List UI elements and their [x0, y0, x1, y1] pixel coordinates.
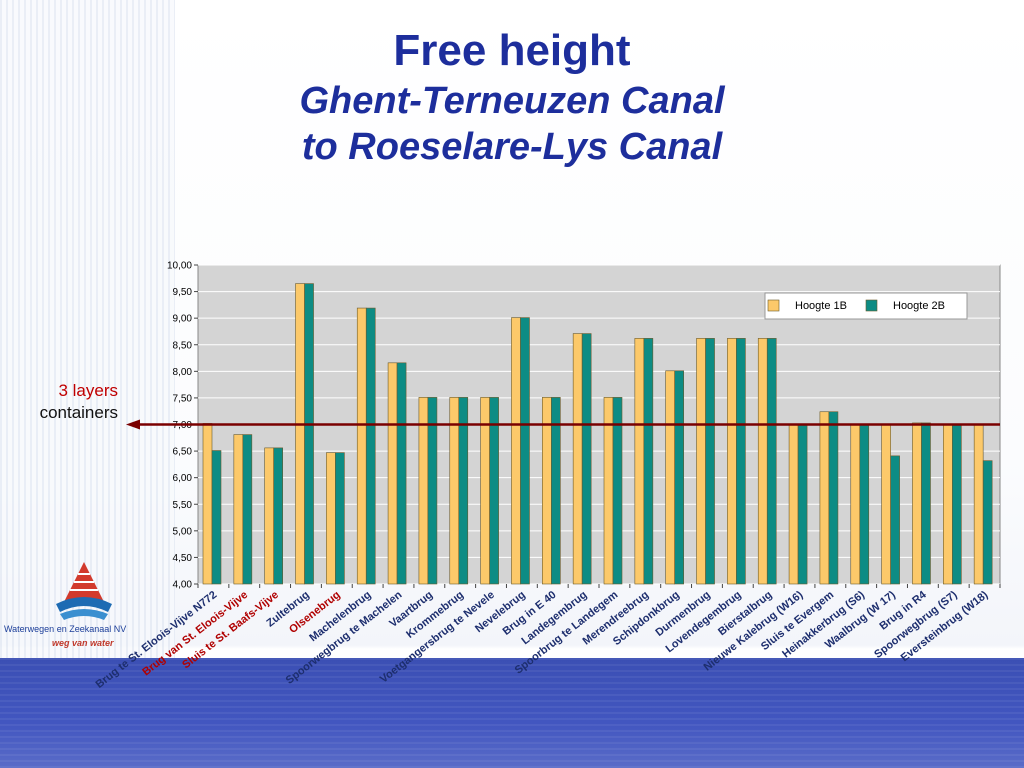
bar-hoogte-1b [202, 423, 213, 585]
bar-hoogte-2b [705, 338, 715, 585]
y-tick-label: 9,00 [173, 314, 193, 325]
logo-pyramid-icon [56, 562, 112, 620]
bar-hoogte-2b [242, 434, 253, 585]
bar-hoogte-2b [551, 397, 561, 585]
y-tick-label: 5,00 [173, 526, 193, 537]
bar-hoogte-1b [912, 422, 922, 585]
annotation-line-1: 3 layers [58, 381, 118, 400]
y-tick-label: 6,50 [173, 447, 193, 458]
bar-hoogte-1b [727, 338, 737, 585]
bar-hoogte-2b [766, 338, 777, 585]
bar-hoogte-1b [788, 423, 799, 585]
bar-hoogte-1b [850, 423, 861, 585]
bar-hoogte-1b [696, 338, 706, 585]
bar-hoogte-1b [387, 362, 398, 585]
slide-title: Free height [393, 26, 631, 75]
bar-hoogte-1b [973, 423, 984, 585]
bar-hoogte-2b [890, 455, 900, 585]
slide-title-block: Free height Ghent-Terneuzen Canal to Roe… [0, 24, 1024, 170]
bar-hoogte-1b [757, 338, 768, 585]
bar-hoogte-1b [634, 338, 645, 585]
bar-hoogte-1b [326, 452, 336, 585]
bottom-decorative-band [0, 658, 1024, 768]
annotation-line-2: containers [39, 403, 118, 422]
bar-hoogte-1b [295, 283, 305, 585]
slide-subtitle-line-1: Ghent-Terneuzen Canal [299, 80, 725, 122]
bar-hoogte-2b [612, 397, 623, 585]
legend-swatch-2b [865, 299, 878, 312]
bar-hoogte-1b [943, 423, 953, 585]
reference-line-annotation: 3 layers containers [0, 380, 118, 424]
bar-hoogte-2b [982, 460, 993, 585]
y-tick-label: 9,50 [173, 287, 193, 298]
slide-subtitle-line-2: to Roeselare-Lys Canal [301, 126, 723, 168]
bar-hoogte-2b [736, 338, 746, 585]
y-tick-label: 4,00 [173, 580, 193, 591]
bar-hoogte-2b [797, 423, 808, 585]
reference-arrow-icon [126, 419, 140, 430]
bar-hoogte-2b [273, 447, 283, 585]
legend-swatch-1b [767, 299, 780, 312]
bar-hoogte-2b [520, 317, 530, 585]
bar-hoogte-1b [881, 423, 891, 585]
logo-tagline: weg van water [52, 638, 114, 648]
x-category-label: Brug te St. Eloois-Vijve N772 [94, 589, 220, 691]
y-tick-label: 8,00 [173, 367, 193, 378]
bar-hoogte-1b [665, 370, 675, 585]
bar-hoogte-1b [819, 411, 830, 585]
logo-organization-name: Waterwegen en Zeekanaal NV [4, 624, 127, 634]
bar-hoogte-2b [458, 397, 469, 585]
left-decorative-band [0, 0, 175, 660]
bar-hoogte-1b [511, 317, 521, 585]
bar-hoogte-2b [581, 333, 592, 585]
bar-hoogte-1b [356, 307, 367, 585]
legend-label-2b: Hoogte 2B [893, 300, 945, 312]
bar-hoogte-2b [921, 422, 931, 585]
bar-hoogte-2b [396, 362, 407, 585]
bar-hoogte-2b [643, 338, 654, 585]
y-tick-label: 10,00 [167, 261, 192, 272]
bar-hoogte-2b [304, 283, 314, 585]
bar-hoogte-1b [233, 434, 244, 585]
bar-hoogte-1b [264, 447, 274, 585]
bar-hoogte-2b [211, 450, 222, 585]
y-tick-label: 5,50 [173, 500, 193, 511]
bar-hoogte-2b [489, 397, 499, 585]
bar-hoogte-1b [572, 333, 583, 585]
legend-label-1b: Hoogte 1B [795, 300, 847, 312]
organization-logo [56, 562, 112, 620]
bar-hoogte-2b [859, 423, 870, 585]
y-tick-label: 4,50 [173, 553, 193, 564]
bar-hoogte-2b [427, 397, 438, 585]
bar-hoogte-2b [335, 452, 345, 585]
y-tick-label: 7,50 [173, 393, 193, 404]
bar-hoogte-2b [952, 423, 962, 585]
bar-hoogte-2b [828, 411, 839, 585]
y-tick-label: 8,50 [173, 340, 193, 351]
y-tick-label: 6,00 [173, 473, 193, 484]
bar-hoogte-2b [365, 307, 376, 585]
bar-hoogte-2b [674, 370, 684, 585]
